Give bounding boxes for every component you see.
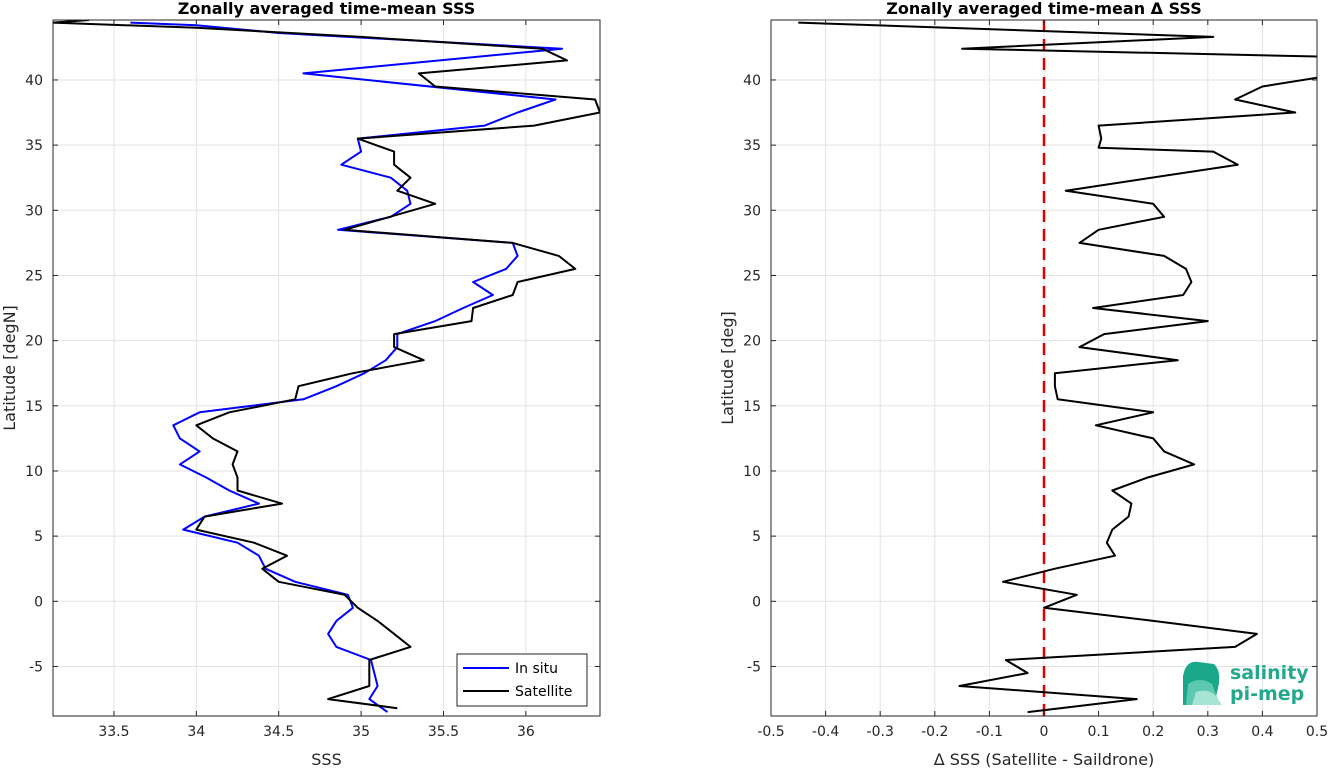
sss-x-tick-label-5: 36 — [517, 724, 535, 740]
delta-sss-y-tick-label-3: 10 — [743, 464, 761, 480]
delta-sss-x-tick-label-4: -0.1 — [976, 724, 1003, 740]
delta-sss-x-tick-label-9: 0.4 — [1251, 724, 1273, 740]
sss-y-tick-label-9: 40 — [25, 73, 43, 89]
sss-grid — [53, 20, 600, 716]
sss-panel: 33.5 34 34.5 35 35.5 36 -5 0 5 10 15 20 25 30 35 40 Zo… — [0, 0, 601, 769]
delta-sss-y-tick-label-1: 0 — [752, 594, 761, 610]
sss-x-ticks: 33.5 34 34.5 35 35.5 36 — [98, 20, 535, 740]
delta-sss-x-tick-label-3: -0.2 — [921, 724, 948, 740]
sss-x-axis-label: SSS — [311, 750, 341, 769]
delta-sss-y-tick-label-2: 5 — [752, 529, 761, 545]
delta-sss-y-tick-label-5: 20 — [743, 334, 761, 350]
delta-sss-y-tick-label-9: 40 — [743, 73, 761, 89]
legend: In situ Satellite — [456, 653, 588, 707]
sss-chart-title: Zonally averaged time-mean SSS — [178, 0, 476, 18]
sss-x-tick-label-3: 35 — [352, 724, 370, 740]
sss-y-tick-label-8: 35 — [25, 138, 43, 154]
delta-sss-x-ticks: -0.5 -0.4 -0.3 -0.2 -0.1 0 0.1 0.2 0.3 0.4 0.5 — [757, 20, 1328, 740]
sss-x-tick-label-2: 34.5 — [263, 724, 294, 740]
delta-sss-x-axis-label: Δ SSS (Satellite - Saildrone) — [934, 750, 1155, 769]
delta-sss-panel: -0.5 -0.4 -0.3 -0.2 -0.1 0 0.1 0.2 0.3 0.4 0.5 -5 0… — [718, 0, 1328, 769]
logo-text-pimep: pi-mep — [1230, 683, 1304, 705]
sss-x-tick-label-4: 35.5 — [428, 724, 459, 740]
delta-sss-y-tick-label-4: 15 — [743, 399, 761, 415]
salinity-pimep-logo: salinity pi-mep — [1183, 661, 1309, 705]
sss-axes-frame — [52, 19, 601, 717]
sss-y-tick-label-0: -5 — [29, 659, 43, 675]
sss-y-tick-label-3: 10 — [25, 464, 43, 480]
sss-y-tick-label-2: 5 — [34, 529, 43, 545]
delta-sss-x-tick-label-7: 0.2 — [1142, 724, 1164, 740]
wave-logo-icon — [1183, 661, 1222, 705]
legend-box — [456, 653, 588, 707]
delta-sss-x-tick-label-8: 0.3 — [1197, 724, 1219, 740]
sss-x-tick-label-0: 33.5 — [98, 724, 129, 740]
delta-sss-chart-title: Zonally averaged time-mean Δ SSS — [886, 0, 1202, 18]
delta-sss-x-tick-label-0: -0.5 — [757, 724, 784, 740]
delta-sss-x-tick-label-1: -0.4 — [812, 724, 839, 740]
sss-y-tick-label-1: 0 — [34, 594, 43, 610]
legend-entry-in-situ: In situ — [515, 661, 558, 677]
delta-sss-y-ticks: -5 0 5 10 15 20 25 30 35 40 — [743, 73, 1317, 675]
delta-sss-y-tick-label-7: 30 — [743, 203, 761, 219]
delta-sss-series-line-0 — [798, 21, 1317, 714]
logo-text-salinity: salinity — [1230, 662, 1309, 684]
delta-sss-x-tick-label-6: 0.1 — [1087, 724, 1109, 740]
sss-y-axis-label: Latitude [degN] — [0, 305, 19, 431]
sss-y-tick-label-6: 25 — [25, 268, 43, 284]
legend-entry-satellite: Satellite — [515, 684, 572, 700]
delta-sss-y-tick-label-0: -5 — [747, 659, 761, 675]
delta-sss-y-tick-label-8: 35 — [743, 138, 761, 154]
delta-sss-x-tick-label-10: 0.5 — [1306, 724, 1328, 740]
sss-y-ticks: -5 0 5 10 15 20 25 30 35 40 — [25, 73, 600, 675]
sss-y-tick-label-4: 15 — [25, 399, 43, 415]
delta-sss-series-group — [798, 21, 1317, 714]
sss-series-group — [53, 20, 600, 713]
delta-sss-x-tick-label-2: -0.3 — [867, 724, 894, 740]
delta-sss-y-tick-label-6: 25 — [743, 268, 761, 284]
sss-x-tick-label-1: 34 — [187, 724, 205, 740]
sss-y-tick-label-7: 30 — [25, 203, 43, 219]
sss-series-line-in-situ — [130, 21, 564, 713]
delta-sss-x-tick-label-5: 0 — [1040, 724, 1049, 740]
sss-y-tick-label-5: 20 — [25, 334, 43, 350]
sss-series-line-satellite — [53, 20, 600, 710]
delta-sss-y-axis-label: Latitude [deg] — [718, 311, 737, 425]
